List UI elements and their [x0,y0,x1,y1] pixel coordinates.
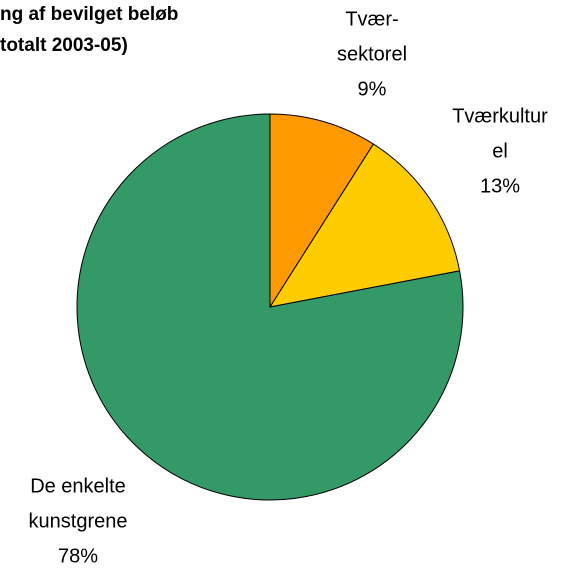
chart-title: ng af bevilget beløb [0,4,178,25]
value-label: 13% [480,175,520,197]
slice-label: Tværkultur [452,105,548,127]
chart-title: totalt 2003-05) [0,35,128,56]
pie-slice [268,143,461,308]
value-label: 9% [358,78,387,100]
slice-label: kunstgrene [29,510,128,532]
slice-label: el [492,140,508,162]
slice-label: sektorel [337,43,407,65]
pie-slice [269,113,375,309]
slice-label: De enkelte [30,475,126,497]
pie-slice [76,113,464,501]
value-label: 78% [58,545,98,567]
slice-label: Tvær- [345,8,398,30]
